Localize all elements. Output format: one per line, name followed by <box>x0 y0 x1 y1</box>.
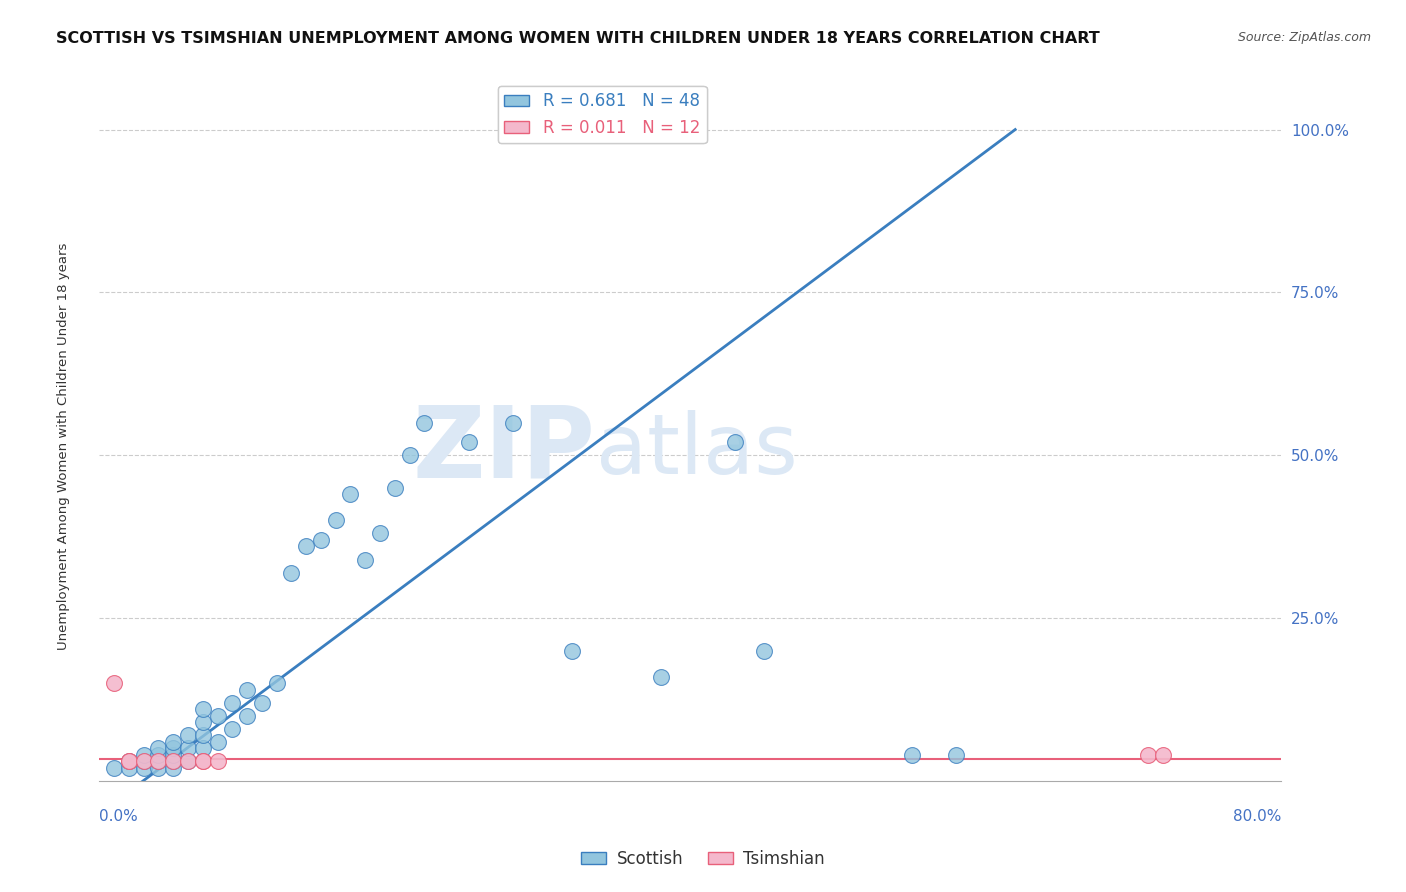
Scottish <box>723 435 745 450</box>
Scottish <box>354 552 377 566</box>
Text: ZIP: ZIP <box>413 401 596 499</box>
Scottish <box>132 747 155 762</box>
Scottish <box>945 747 967 762</box>
Scottish <box>148 741 170 756</box>
Scottish <box>221 722 243 736</box>
Text: Unemployment Among Women with Children Under 18 years: Unemployment Among Women with Children U… <box>56 243 70 649</box>
Scottish <box>280 566 302 580</box>
Scottish <box>457 435 479 450</box>
Tsimshian <box>103 676 125 690</box>
Tsimshian <box>162 755 184 769</box>
Text: Source: ZipAtlas.com: Source: ZipAtlas.com <box>1237 31 1371 45</box>
Scottish <box>177 728 200 742</box>
Tsimshian <box>118 755 141 769</box>
Tsimshian <box>1152 747 1174 762</box>
Scottish <box>103 761 125 775</box>
Scottish <box>384 481 406 495</box>
Tsimshian <box>191 755 214 769</box>
Scottish <box>162 755 184 769</box>
Scottish <box>413 416 436 430</box>
Scottish <box>295 540 318 554</box>
Scottish <box>236 709 259 723</box>
Scottish <box>148 755 170 769</box>
Scottish <box>266 676 288 690</box>
Text: 0.0%: 0.0% <box>100 809 138 824</box>
Scottish <box>561 644 583 658</box>
Legend: Scottish, Tsimshian: Scottish, Tsimshian <box>575 844 831 875</box>
Tsimshian <box>1137 747 1160 762</box>
Scottish <box>177 755 200 769</box>
Scottish <box>398 448 420 462</box>
Scottish <box>368 526 391 541</box>
Scottish <box>325 513 347 527</box>
Scottish <box>752 644 775 658</box>
Scottish <box>309 533 332 547</box>
Tsimshian <box>132 755 155 769</box>
Scottish <box>177 741 200 756</box>
Scottish <box>207 735 229 749</box>
Scottish <box>191 728 214 742</box>
Tsimshian <box>118 755 141 769</box>
Scottish <box>901 747 924 762</box>
Scottish <box>191 702 214 716</box>
Scottish <box>162 761 184 775</box>
Scottish <box>162 735 184 749</box>
Tsimshian <box>148 755 170 769</box>
Scottish <box>191 715 214 730</box>
Text: 80.0%: 80.0% <box>1233 809 1281 824</box>
Tsimshian <box>191 755 214 769</box>
Text: SCOTTISH VS TSIMSHIAN UNEMPLOYMENT AMONG WOMEN WITH CHILDREN UNDER 18 YEARS CORR: SCOTTISH VS TSIMSHIAN UNEMPLOYMENT AMONG… <box>56 31 1099 46</box>
Scottish <box>191 741 214 756</box>
Scottish <box>132 761 155 775</box>
Scottish <box>650 670 672 684</box>
Scottish <box>162 747 184 762</box>
Scottish <box>250 696 273 710</box>
Tsimshian <box>177 755 200 769</box>
Scottish <box>162 741 184 756</box>
Tsimshian <box>207 755 229 769</box>
Scottish <box>339 487 361 501</box>
Scottish <box>221 696 243 710</box>
Scottish <box>118 761 141 775</box>
Scottish <box>132 755 155 769</box>
Scottish <box>148 761 170 775</box>
Scottish <box>236 682 259 697</box>
Scottish <box>502 416 524 430</box>
Legend: R = 0.681   N = 48, R = 0.011   N = 12: R = 0.681 N = 48, R = 0.011 N = 12 <box>498 86 707 144</box>
Scottish <box>207 709 229 723</box>
Text: atlas: atlas <box>596 409 797 491</box>
Scottish <box>148 747 170 762</box>
Scottish <box>118 755 141 769</box>
